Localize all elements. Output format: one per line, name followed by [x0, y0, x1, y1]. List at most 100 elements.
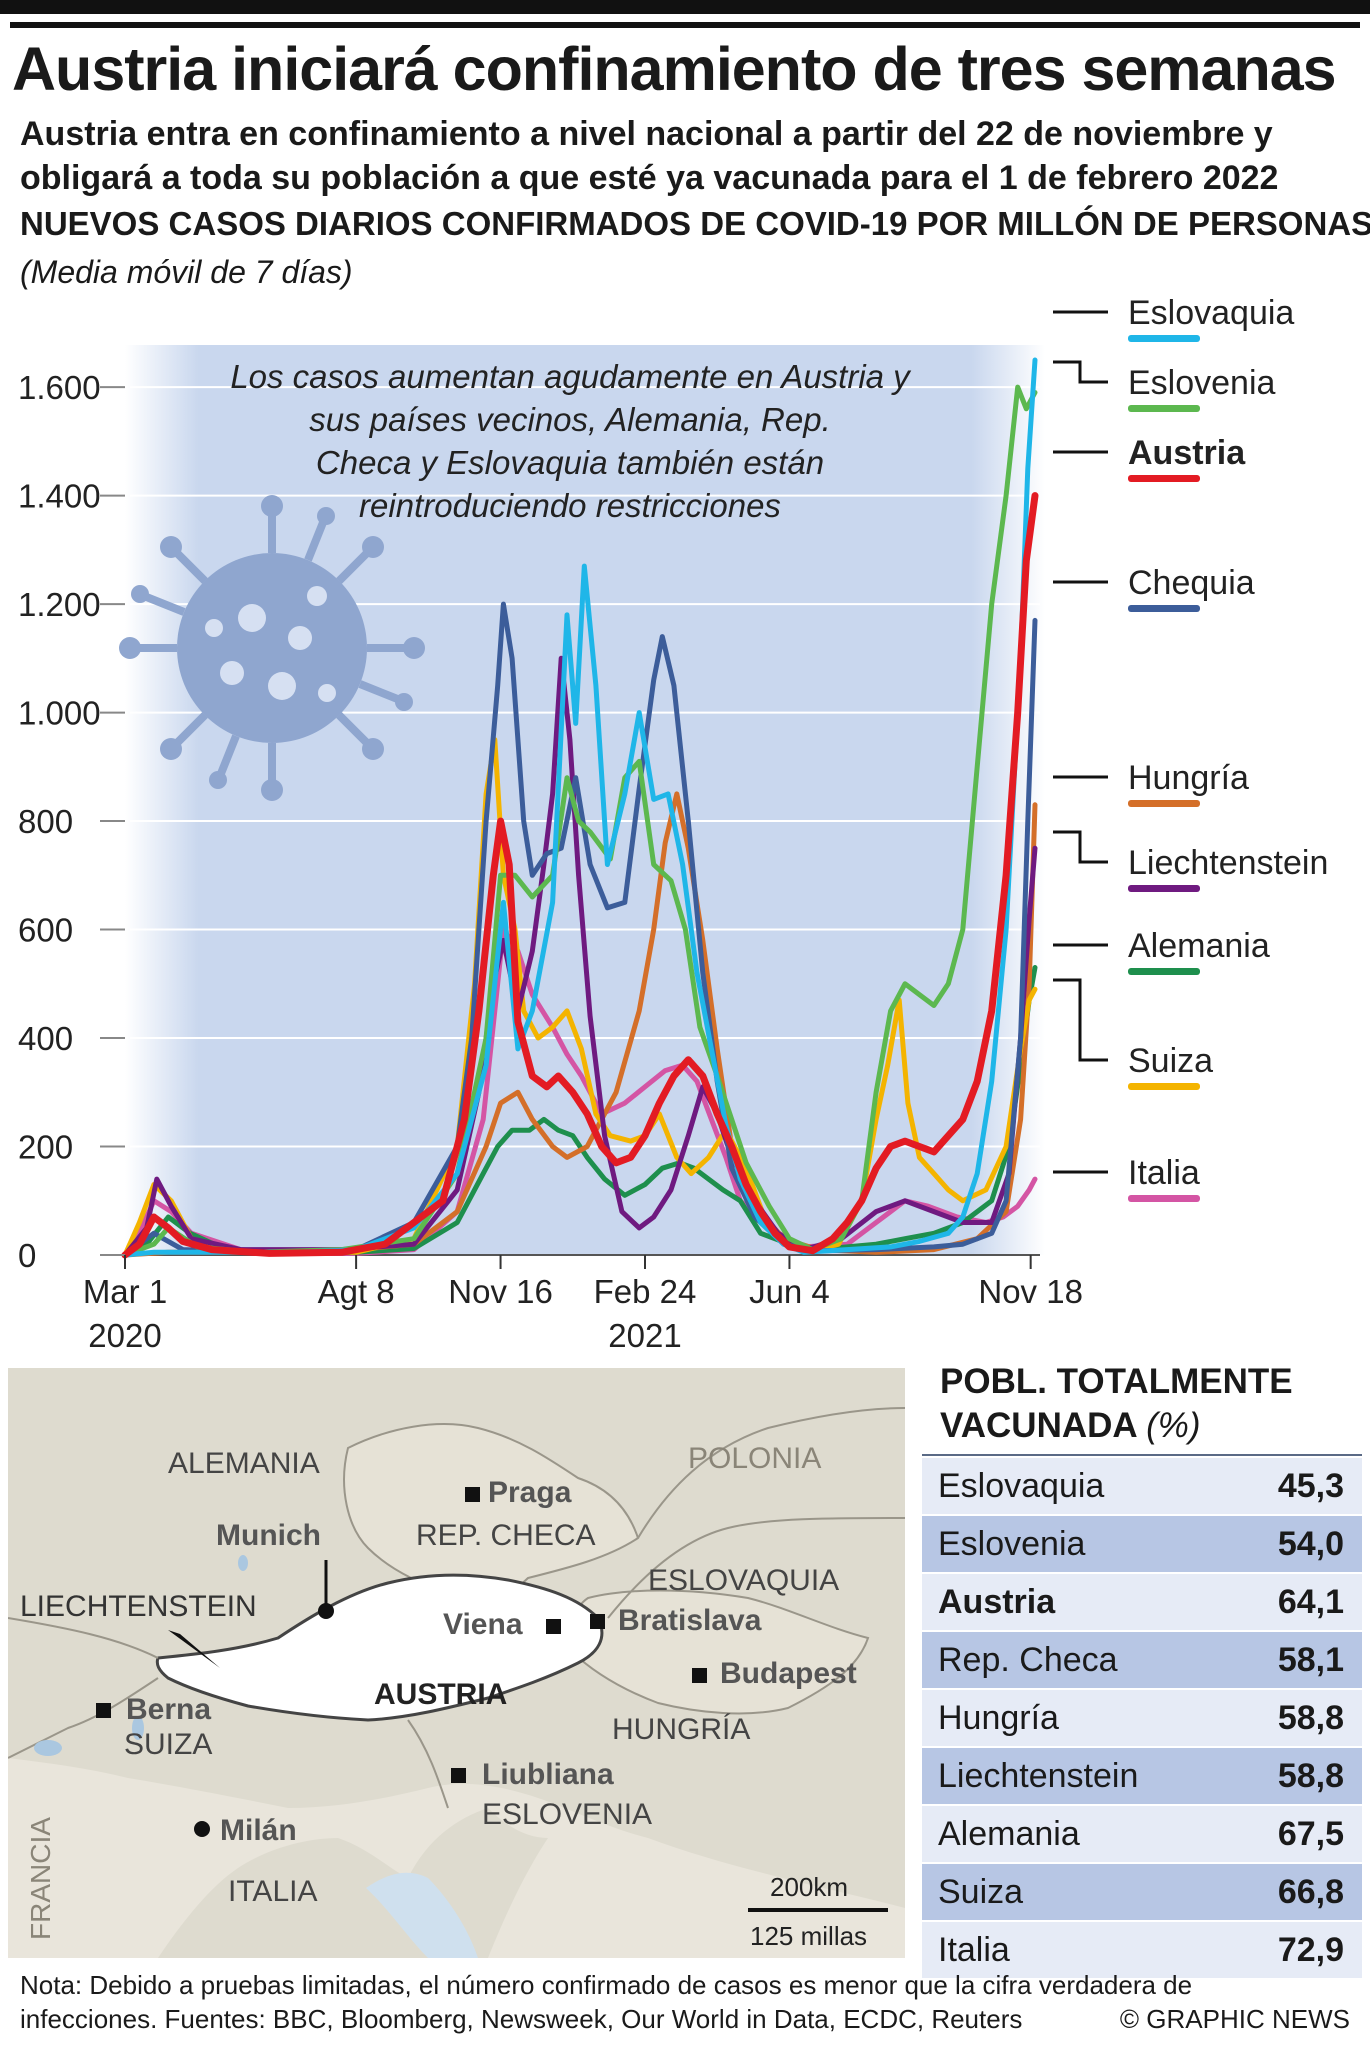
- line-chart: Los casos aumentan agudamente en Austria…: [18, 294, 1328, 1354]
- label-liechtenstein: LIECHTENSTEIN: [20, 1590, 257, 1623]
- label-munich: Munich: [216, 1519, 321, 1552]
- city-marker-viena: [546, 1619, 561, 1634]
- legend-label: Suiza: [1128, 1042, 1213, 1080]
- label-alemania: ALEMANIA: [168, 1447, 320, 1480]
- page-title: Austria iniciará confinamiento de tres s…: [12, 35, 1337, 103]
- chart-subtitle: (Media móvil de 7 días): [20, 254, 353, 290]
- legend-swatch: [1128, 800, 1200, 807]
- credit: © GRAPHIC NEWS: [1119, 2004, 1350, 2034]
- liechtenstein-pointer: [168, 1630, 220, 1668]
- label-bratislava: Bratislava: [618, 1604, 762, 1637]
- table-row: Italia 72,9: [922, 1920, 1362, 1978]
- x-tick-label: Nov 16: [448, 1273, 553, 1310]
- series-line-suiza: [122, 737, 1038, 1258]
- vaccination-value: 58,1: [1277, 1640, 1344, 1679]
- legend-label: Liechtenstein: [1128, 844, 1328, 882]
- x-tick-label: Jun 4: [749, 1273, 830, 1310]
- legend-label: Hungría: [1128, 759, 1249, 797]
- series-line-chequia: [122, 601, 1038, 1258]
- label-milan: Milán: [220, 1814, 297, 1847]
- table-row: Eslovenia 54,0: [922, 1514, 1362, 1572]
- city-marker-munich: [318, 1603, 334, 1619]
- x-tick-label: Feb 24: [594, 1273, 697, 1310]
- y-tick-label: 600: [18, 912, 73, 949]
- label-viena: Viena: [443, 1608, 523, 1641]
- map-south-land: [8, 1758, 905, 1958]
- legend-label: Alemania: [1128, 927, 1270, 965]
- scale-bar: [748, 1908, 888, 1912]
- label-eslovaquia: ESLOVAQUIA: [648, 1564, 839, 1597]
- city-marker-liubliana: [451, 1768, 466, 1783]
- annotation-line: reintroduciendo restricciones: [359, 487, 781, 524]
- vaccination-value: 64,1: [1277, 1582, 1344, 1621]
- vaccination-value: 66,8: [1277, 1872, 1344, 1911]
- label-francia: FRANCIA: [25, 1817, 56, 1940]
- city-marker-milan: [194, 1821, 210, 1837]
- label-berna: Berna: [126, 1693, 211, 1726]
- label-hungria: HUNGRÍA: [612, 1713, 750, 1746]
- series-line-hungría: [122, 791, 1038, 1258]
- vaccination-value: 58,8: [1277, 1756, 1344, 1795]
- x-tick-year: 2020: [88, 1317, 161, 1354]
- country-name: Suiza: [938, 1872, 1024, 1911]
- country-name: Rep. Checa: [938, 1640, 1118, 1679]
- table-row: Eslovaquia 45,3: [922, 1456, 1362, 1514]
- y-tick-label: 0: [18, 1237, 36, 1274]
- scale-km: 200km: [770, 1872, 848, 1902]
- chart-annotation: Los casos aumentan agudamente en Austria…: [230, 358, 912, 524]
- vaccination-value: 45,3: [1277, 1466, 1344, 1505]
- x-tick-label: Agt 8: [318, 1273, 395, 1310]
- city-marker-praga: [465, 1487, 480, 1502]
- table-row: Liechtenstein 58,8: [922, 1746, 1362, 1804]
- legend-label: Eslovaquia: [1128, 294, 1294, 332]
- vaccination-unit: (%): [1146, 1406, 1201, 1445]
- series-line-liechtenstein: [122, 655, 1038, 1258]
- x-axis-ticks: Mar 1 2020 Agt 8 Nov 16 Feb 24 2021 Jun 4 Nov 1…: [83, 1255, 1083, 1354]
- label-praga: Praga: [488, 1476, 572, 1509]
- label-polonia: POLONIA: [688, 1442, 821, 1475]
- vaccination-title-line-2: VACUNADA (%): [940, 1406, 1201, 1445]
- y-tick-label: 200: [18, 1129, 73, 1166]
- legend-swatch: [1128, 605, 1200, 612]
- vaccination-value: 72,9: [1277, 1930, 1344, 1969]
- label-rep-checa: REP. CHECA: [416, 1519, 596, 1552]
- scale-miles: 125 millas: [750, 1921, 867, 1951]
- x-tick-label: Mar 1: [83, 1273, 167, 1310]
- label-italia: ITALIA: [228, 1875, 317, 1908]
- note-line-2: infecciones. Fuentes: BBC, Bloomberg, Ne…: [20, 2004, 1350, 2034]
- country-name: Italia: [938, 1930, 1010, 1969]
- legend-swatch: [1128, 1083, 1200, 1090]
- legend-swatch: [1128, 335, 1200, 342]
- vaccination-value: 58,8: [1277, 1698, 1344, 1737]
- country-name: Austria: [938, 1582, 1056, 1621]
- legend-swatch: [1128, 885, 1200, 892]
- label-austria: AUSTRIA: [374, 1678, 507, 1711]
- country-name: Alemania: [938, 1814, 1080, 1853]
- y-tick-label: 1.600: [18, 369, 101, 406]
- subtitle-line-1: Austria entra en confinamiento a nivel n…: [20, 115, 1273, 153]
- x-tick-label: Nov 18: [978, 1273, 1083, 1310]
- label-budapest: Budapest: [720, 1657, 857, 1690]
- table-row: Rep. Checa 58,1: [922, 1630, 1362, 1688]
- subtitle-line-2: obligará a toda su población a que esté …: [20, 159, 1279, 197]
- footer-note: Nota: Debido a pruebas limitadas, el núm…: [20, 1968, 1350, 2036]
- series-lines: [121, 357, 1039, 1259]
- legend-leader: [1053, 978, 1108, 1062]
- legend-leader: [1053, 360, 1108, 384]
- table-row: Austria 64,1: [922, 1572, 1362, 1630]
- borders: [8, 1407, 905, 1809]
- legend-swatch: [1128, 405, 1200, 412]
- legend: Eslovaquia Eslovenia Austria Chequia Hungría…: [1053, 294, 1328, 1202]
- country-name: Eslovenia: [938, 1524, 1086, 1563]
- annotation-line: Los casos aumentan agudamente en Austria…: [230, 358, 912, 395]
- city-marker-budapest: [692, 1668, 707, 1683]
- y-tick-label: 800: [18, 803, 73, 840]
- region-map: ALEMANIA POLONIA Praga REP. CHECA Munich…: [8, 1368, 905, 1958]
- vaccination-title-line-1: POBL. TOTALMENTE: [940, 1362, 1293, 1401]
- vaccination-table: Eslovaquia 45,3 Eslovenia 54,0 Austria 64,1 Re…: [922, 1456, 1362, 1978]
- legend-label: Italia: [1128, 1154, 1200, 1192]
- top-rule-thin: [10, 22, 1360, 28]
- table-row: Suiza 66,8: [922, 1862, 1362, 1920]
- city-marker-berna: [96, 1703, 111, 1718]
- y-tick-label: 1.400: [18, 478, 101, 515]
